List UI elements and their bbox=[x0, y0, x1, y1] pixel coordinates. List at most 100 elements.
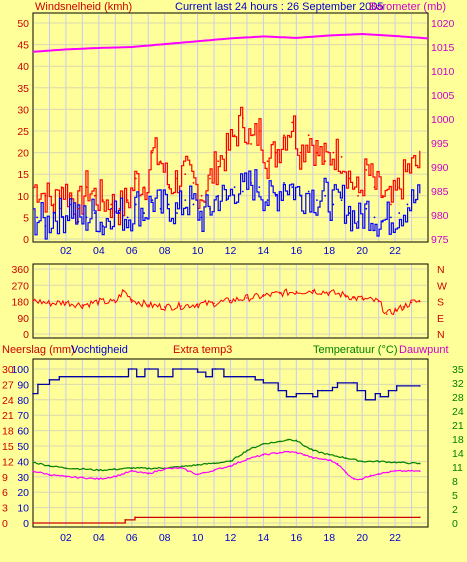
wind-hour-tick: 18 bbox=[323, 245, 335, 257]
wind-avg-point bbox=[36, 216, 39, 219]
dewpoint-point bbox=[295, 451, 298, 454]
direction-point bbox=[81, 304, 84, 306]
wind-gust-point bbox=[390, 203, 392, 206]
wind-gust-point bbox=[52, 203, 55, 206]
wind-gust-point bbox=[225, 151, 228, 154]
direction-point bbox=[353, 297, 355, 299]
temperature-point bbox=[311, 449, 314, 452]
wind-gust-point bbox=[381, 194, 384, 197]
humidity-point bbox=[254, 378, 256, 381]
wind-avg-point bbox=[348, 212, 351, 214]
direction-point bbox=[295, 290, 298, 293]
wind-avg-point bbox=[69, 203, 71, 206]
humidity-tick: 40 bbox=[17, 456, 29, 468]
humidity-point bbox=[387, 389, 390, 392]
wind-gust-point bbox=[266, 160, 269, 163]
wind-avg-point bbox=[398, 212, 401, 214]
wind-avg-point bbox=[118, 212, 121, 214]
temperature-point bbox=[147, 467, 150, 470]
humidity-point bbox=[364, 399, 367, 401]
wind-avg-point bbox=[332, 203, 335, 206]
temperature-tick: 8 bbox=[452, 476, 458, 488]
wind-gust-point bbox=[373, 186, 376, 189]
wind-left-tick: 15 bbox=[17, 169, 29, 181]
temperature-point bbox=[81, 468, 84, 470]
rain-point bbox=[124, 519, 126, 521]
rain-point bbox=[111, 522, 113, 524]
wind-gust-point bbox=[250, 143, 252, 145]
wind-avg-point bbox=[209, 207, 211, 210]
humidity-tick: 100 bbox=[11, 364, 29, 376]
wind-hour-tick: 04 bbox=[93, 245, 105, 257]
wind-left-tick: 10 bbox=[17, 191, 29, 203]
humidity-point bbox=[37, 383, 39, 386]
temperature-label: Temperatuur (°C) bbox=[313, 344, 397, 356]
wind-avg-point bbox=[316, 199, 318, 202]
wind-gust-point bbox=[151, 151, 154, 154]
dewpoint-point bbox=[147, 472, 150, 475]
temperature-point bbox=[32, 461, 34, 464]
temperature-tick: 14 bbox=[452, 448, 464, 460]
direction-point bbox=[361, 297, 363, 300]
wind-gust-point bbox=[340, 156, 343, 158]
temp-hour-tick: 04 bbox=[93, 532, 105, 544]
dewpoint-point bbox=[287, 450, 289, 453]
wind-avg-point bbox=[299, 194, 302, 197]
dewpoint-point bbox=[418, 470, 421, 472]
direction-left-tick: 270 bbox=[11, 280, 29, 292]
humidity-point bbox=[353, 382, 355, 384]
wind-avg-point bbox=[176, 212, 178, 214]
wind-gust-point bbox=[60, 186, 63, 189]
direction-point bbox=[130, 298, 133, 301]
rain-tick: 24 bbox=[2, 395, 14, 407]
dewpoint-point bbox=[196, 473, 199, 476]
wind-gust-point bbox=[291, 121, 294, 124]
temperature-tick: 18 bbox=[452, 434, 464, 446]
rain-tick: 15 bbox=[2, 441, 14, 453]
wind-avg-point bbox=[241, 190, 244, 193]
wind-hour-tick: 20 bbox=[356, 245, 368, 257]
dewpoint-point bbox=[180, 467, 182, 469]
wind-avg-point bbox=[381, 220, 384, 223]
wind-gust-point bbox=[217, 160, 220, 163]
wind-gust-point bbox=[184, 173, 187, 176]
temperature-point bbox=[262, 443, 265, 445]
direction-point bbox=[328, 291, 331, 294]
wind-avg-point bbox=[266, 199, 269, 202]
dewpoint-point bbox=[303, 454, 306, 456]
temperature-point bbox=[361, 460, 363, 463]
wind-avg-point bbox=[60, 216, 63, 219]
humidity-point bbox=[336, 382, 339, 384]
direction-point bbox=[394, 309, 396, 312]
humidity-point bbox=[223, 375, 225, 378]
direction-compass-tick: S bbox=[437, 297, 444, 309]
dewpoint-point bbox=[369, 474, 372, 477]
direction-point bbox=[344, 294, 347, 296]
temperature-point bbox=[287, 438, 289, 441]
dewpoint-point bbox=[130, 470, 133, 472]
wind-avg-point bbox=[143, 212, 145, 214]
wind-left-tick: 40 bbox=[17, 61, 29, 73]
wind-gust-point bbox=[233, 134, 236, 137]
wind-left-tick: 0 bbox=[23, 234, 29, 246]
humidity-point bbox=[374, 392, 377, 395]
direction-compass-tick: E bbox=[437, 313, 444, 325]
direction-point bbox=[98, 300, 100, 303]
wind-avg-point bbox=[406, 203, 409, 206]
wind-avg-point bbox=[44, 225, 47, 227]
temp-hour-tick: 02 bbox=[60, 532, 72, 544]
wind-right-tick: 1005 bbox=[431, 90, 455, 102]
direction-point bbox=[377, 300, 380, 303]
wind-hour-tick: 14 bbox=[258, 245, 270, 257]
humidity-point bbox=[98, 375, 100, 378]
dewpoint-point bbox=[279, 451, 281, 454]
humidity-point bbox=[292, 395, 294, 398]
dewpoint-point bbox=[81, 476, 84, 479]
wind-left-tick: 25 bbox=[17, 126, 29, 138]
humidity-point bbox=[316, 389, 319, 392]
wind-left-tick: 30 bbox=[17, 104, 29, 116]
dewpoint-point bbox=[377, 472, 380, 475]
wind-gust-line bbox=[33, 106, 421, 226]
barometer-label: Barometer (mb) bbox=[369, 1, 446, 13]
direction-compass-tick: W bbox=[437, 280, 447, 292]
